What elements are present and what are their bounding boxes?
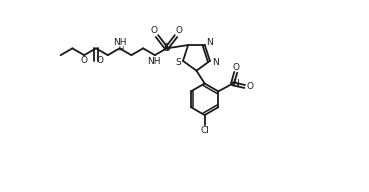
Text: O: O: [232, 63, 239, 72]
Text: NH: NH: [113, 38, 126, 47]
Text: O: O: [246, 82, 253, 91]
Text: N: N: [206, 38, 213, 47]
Text: N: N: [212, 58, 219, 67]
Text: O: O: [81, 55, 88, 65]
Text: N: N: [232, 79, 239, 88]
Text: NH: NH: [147, 57, 160, 66]
Text: S: S: [175, 58, 181, 67]
Text: H: H: [118, 46, 124, 52]
Text: O: O: [175, 26, 182, 35]
Text: O: O: [97, 56, 104, 65]
Text: S: S: [163, 43, 170, 53]
Text: Cl: Cl: [200, 126, 209, 135]
Text: O: O: [151, 26, 158, 35]
